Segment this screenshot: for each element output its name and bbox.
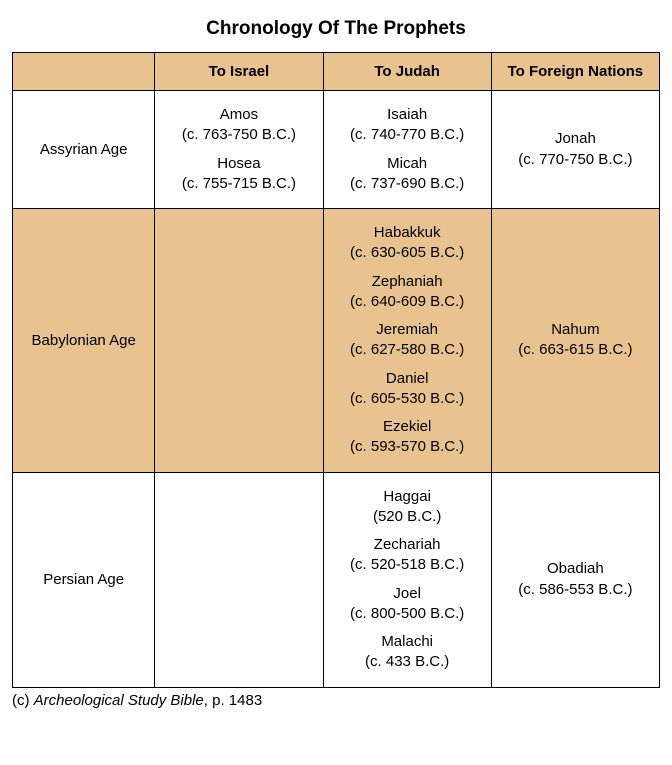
prophet-ezekiel: Ezekiel (c. 593-570 B.C.) — [328, 417, 487, 458]
assyrian-foreign: Jonah (c. 770-750 B.C.) — [491, 91, 659, 209]
prophet-name: Hosea — [159, 154, 318, 174]
source-suffix: , p. 1483 — [204, 692, 262, 709]
prophet-date: (520 B.C.) — [328, 507, 487, 527]
prophet-date: (c. 586-553 B.C.) — [496, 580, 655, 600]
header-israel: To Israel — [155, 53, 323, 91]
prophet-hosea: Hosea (c. 755-715 B.C.) — [159, 154, 318, 195]
persian-judah: Haggai (520 B.C.) Zechariah (c. 520-518 … — [323, 472, 491, 687]
prophet-name: Habakkuk — [328, 223, 487, 243]
header-foreign: To Foreign Nations — [491, 53, 659, 91]
prophet-name: Zephaniah — [328, 272, 487, 292]
header-judah: To Judah — [323, 53, 491, 91]
prophet-name: Malachi — [328, 632, 487, 652]
prophet-date: (c. 630-605 B.C.) — [328, 243, 487, 263]
prophet-amos: Amos (c. 763-750 B.C.) — [159, 105, 318, 146]
prophet-name: Jonah — [496, 129, 655, 149]
source-title: Archeological Study Bible — [34, 692, 204, 709]
prophet-name: Nahum — [496, 320, 655, 340]
prophet-obadiah: Obadiah (c. 586-553 B.C.) — [496, 559, 655, 600]
prophet-name: Haggai — [328, 487, 487, 507]
prophet-daniel: Daniel (c. 605-530 B.C.) — [328, 369, 487, 410]
age-babylonian: Babylonian Age — [13, 209, 155, 473]
prophet-name: Ezekiel — [328, 417, 487, 437]
prophet-nahum: Nahum (c. 663-615 B.C.) — [496, 320, 655, 361]
prophet-name: Amos — [159, 105, 318, 125]
source-line: (c) Archeological Study Bible, p. 1483 — [12, 692, 660, 709]
prophet-date: (c. 640-609 B.C.) — [328, 292, 487, 312]
prophet-jeremiah: Jeremiah (c. 627-580 B.C.) — [328, 320, 487, 361]
prophet-isaiah: Isaiah (c. 740-770 B.C.) — [328, 105, 487, 146]
prophet-micah: Micah (c. 737-690 B.C.) — [328, 154, 487, 195]
prophet-date: (c. 593-570 B.C.) — [328, 437, 487, 457]
prophet-haggai: Haggai (520 B.C.) — [328, 487, 487, 528]
row-assyrian: Assyrian Age Amos (c. 763-750 B.C.) Hose… — [13, 91, 660, 209]
babylonian-judah: Habakkuk (c. 630-605 B.C.) Zephaniah (c.… — [323, 209, 491, 473]
assyrian-judah: Isaiah (c. 740-770 B.C.) Micah (c. 737-6… — [323, 91, 491, 209]
prophets-table: To Israel To Judah To Foreign Nations As… — [12, 52, 660, 688]
row-persian: Persian Age Haggai (520 B.C.) Zechariah … — [13, 472, 660, 687]
header-blank — [13, 53, 155, 91]
prophet-joel: Joel (c. 800-500 B.C.) — [328, 584, 487, 625]
assyrian-israel: Amos (c. 763-750 B.C.) Hosea (c. 755-715… — [155, 91, 323, 209]
prophet-zephaniah: Zephaniah (c. 640-609 B.C.) — [328, 272, 487, 313]
prophet-name: Obadiah — [496, 559, 655, 579]
persian-foreign: Obadiah (c. 586-553 B.C.) — [491, 472, 659, 687]
prophet-date: (c. 627-580 B.C.) — [328, 340, 487, 360]
prophet-date: (c. 605-530 B.C.) — [328, 389, 487, 409]
prophet-name: Zechariah — [328, 535, 487, 555]
prophet-date: (c. 800-500 B.C.) — [328, 604, 487, 624]
prophet-date: (c. 737-690 B.C.) — [328, 174, 487, 194]
prophet-name: Jeremiah — [328, 320, 487, 340]
babylonian-israel — [155, 209, 323, 473]
prophet-date: (c. 433 B.C.) — [328, 652, 487, 672]
prophet-habakkuk: Habakkuk (c. 630-605 B.C.) — [328, 223, 487, 264]
prophet-date: (c. 755-715 B.C.) — [159, 174, 318, 194]
prophet-date: (c. 763-750 B.C.) — [159, 125, 318, 145]
age-persian: Persian Age — [13, 472, 155, 687]
row-babylonian: Babylonian Age Habakkuk (c. 630-605 B.C.… — [13, 209, 660, 473]
source-prefix: (c) — [12, 692, 34, 709]
age-assyrian: Assyrian Age — [13, 91, 155, 209]
prophet-date: (c. 663-615 B.C.) — [496, 340, 655, 360]
prophet-name: Micah — [328, 154, 487, 174]
prophet-date: (c. 770-750 B.C.) — [496, 150, 655, 170]
prophet-malachi: Malachi (c. 433 B.C.) — [328, 632, 487, 673]
prophet-date: (c. 520-518 B.C.) — [328, 555, 487, 575]
babylonian-foreign: Nahum (c. 663-615 B.C.) — [491, 209, 659, 473]
header-row: To Israel To Judah To Foreign Nations — [13, 53, 660, 91]
persian-israel — [155, 472, 323, 687]
page-title: Chronology Of The Prophets — [12, 18, 660, 40]
prophet-jonah: Jonah (c. 770-750 B.C.) — [496, 129, 655, 170]
prophet-name: Joel — [328, 584, 487, 604]
prophet-zechariah: Zechariah (c. 520-518 B.C.) — [328, 535, 487, 576]
prophet-name: Daniel — [328, 369, 487, 389]
prophet-date: (c. 740-770 B.C.) — [328, 125, 487, 145]
prophet-name: Isaiah — [328, 105, 487, 125]
